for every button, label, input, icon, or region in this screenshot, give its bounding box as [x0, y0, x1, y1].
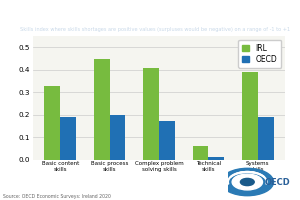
- Bar: [193, 146, 208, 160]
- Bar: [94, 59, 110, 160]
- Text: Skills shortages are acute in Ireland: Skills shortages are acute in Ireland: [20, 8, 225, 18]
- Legend: IRL, OECD: IRL, OECD: [238, 40, 281, 68]
- Bar: [258, 117, 274, 160]
- Bar: [208, 157, 224, 160]
- Circle shape: [221, 168, 274, 196]
- Circle shape: [232, 174, 262, 190]
- Bar: [143, 68, 159, 160]
- Bar: [60, 117, 76, 160]
- Bar: [44, 86, 60, 160]
- Text: Source: OECD Economic Surveys: Ireland 2020: Source: OECD Economic Surveys: Ireland 2…: [3, 194, 111, 199]
- Bar: [159, 121, 175, 160]
- Bar: [242, 72, 258, 160]
- Circle shape: [240, 178, 254, 186]
- Bar: [110, 115, 125, 160]
- Text: Skills index where skills shortages are positive values (surpluses would be nega: Skills index where skills shortages are …: [20, 27, 290, 32]
- Text: OECD: OECD: [265, 178, 291, 187]
